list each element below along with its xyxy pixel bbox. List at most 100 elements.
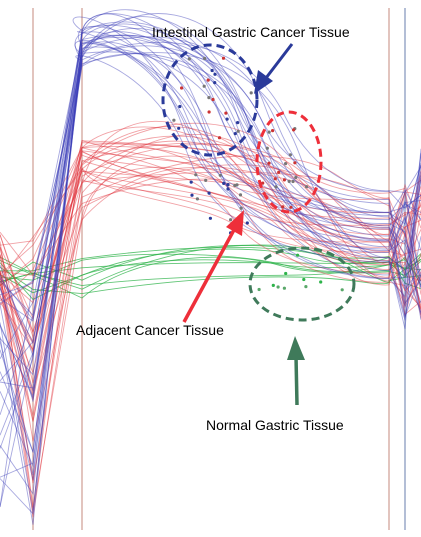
normal-series-line: [0, 256, 421, 282]
adjacent-series-line: [0, 160, 421, 375]
normal-data-point: [319, 280, 323, 284]
adjacent-arrow: [182, 210, 244, 323]
intestinal-series-line: [0, 13, 421, 360]
intestinal-series-line: [0, 41, 421, 508]
intestinal-data-point: [225, 117, 229, 121]
normal-series-line: [0, 246, 421, 283]
adjacent-series-line: [0, 168, 421, 334]
adjacent-data-point: [287, 179, 291, 183]
intestinal-data-point: [221, 56, 226, 60]
data-point: [189, 180, 193, 184]
normal-highlight-ellipse: [248, 246, 356, 322]
adjacent-data-point: [288, 153, 292, 157]
adjacent-series-line: [0, 126, 421, 351]
adjacent-data-point: [261, 181, 265, 185]
intestinal-series-line: [0, 16, 421, 478]
intestinal-series-line: [0, 45, 421, 507]
normal-series-line: [0, 266, 421, 295]
adjacent-series-line: [0, 171, 421, 339]
adjacent-series-line: [0, 150, 421, 395]
intestinal-data-point: [207, 110, 211, 114]
adjacent-data-point: [277, 170, 281, 174]
data-point: [229, 218, 233, 222]
adjacent-series-line: [0, 164, 421, 345]
intestinal-series-line: [0, 24, 421, 449]
intestinal-series-line: [0, 13, 421, 416]
adjacent-series-line: [0, 120, 421, 422]
intestinal-series-line: [0, 46, 421, 481]
intestinal-data-point: [180, 86, 184, 90]
intestinal-data-point: [233, 132, 237, 136]
adjacent-series-line: [0, 167, 421, 511]
normal-arrow: [287, 336, 305, 406]
adjacent-series-line: [0, 126, 421, 416]
adjacent-data-point: [289, 205, 293, 209]
adjacent-series-line: [0, 155, 421, 518]
normal-data-point: [271, 283, 275, 287]
intestinal-series-line: [0, 42, 421, 402]
adjacent-series-line: [0, 135, 421, 282]
adjacent-series-line: [0, 170, 421, 306]
intestinal-data-point: [236, 121, 240, 125]
adjacent-series-line: [0, 142, 421, 320]
adjacent-data-point: [281, 205, 285, 209]
normal-series-line: [0, 248, 421, 294]
normal-data-point: [284, 271, 288, 276]
adjacent-series-line: [0, 134, 421, 484]
adjacent-data-point: [292, 128, 296, 132]
intestinal-series-line: [0, 41, 421, 382]
adjacent-series-line: [0, 166, 421, 442]
intestinal-series-line: [0, 34, 421, 513]
adjacent-series-line: [0, 155, 421, 393]
adjacent-data-point: [274, 185, 278, 189]
normal-series-line: [0, 259, 421, 300]
adjacent-highlight-ellipse: [255, 110, 323, 214]
adjacent-series-line: [0, 142, 421, 421]
adjacent-data-point: [284, 162, 288, 166]
intestinal-series-line: [0, 31, 421, 436]
intestinal-data-point: [172, 118, 176, 122]
data-points: [172, 56, 344, 292]
normal-series-line: [0, 256, 421, 287]
intestinal-data-point: [236, 129, 240, 133]
intestinal-data-point: [211, 97, 215, 102]
intestinal-series-line: [0, 36, 421, 453]
adjacent-data-point: [267, 161, 271, 165]
series-lines: [0, 9, 421, 525]
intestinal-series-line: [0, 53, 421, 376]
intestinal-series-line: [0, 23, 421, 322]
adjacent-series-line: [0, 154, 421, 302]
intestinal-data-point: [213, 81, 217, 85]
adjacent-series-line: [0, 140, 421, 508]
adjacent-data-point: [294, 175, 298, 180]
intestinal-series-line: [0, 40, 421, 358]
intestinal-data-point: [177, 126, 181, 130]
adjacent-data-point: [265, 146, 269, 150]
adjacent-series-line: [0, 178, 421, 295]
intestinal-series-line: [0, 51, 421, 468]
adjacent-series-line: [0, 179, 421, 481]
intestinal-data-point: [203, 56, 207, 61]
data-point: [194, 173, 198, 177]
intestinal-data-point: [217, 136, 222, 140]
normal-data-point: [302, 277, 306, 282]
normal-data-point: [296, 253, 300, 257]
normal-data-point: [304, 285, 308, 289]
data-point: [208, 216, 212, 220]
data-point: [226, 183, 230, 187]
normal-data-point: [276, 285, 280, 289]
data-point: [226, 187, 230, 191]
intestinal-series-line: [0, 35, 421, 345]
data-point: [222, 181, 226, 185]
data-point: [207, 191, 211, 195]
normal-data-point: [340, 288, 344, 292]
adjacent-data-point: [293, 161, 297, 165]
adjacent-data-point: [291, 179, 295, 184]
intestinal-series-line: [0, 28, 421, 476]
intestinal-series-line: [0, 31, 421, 400]
adjacent-series-line: [0, 146, 421, 316]
intestinal-data-point: [207, 96, 211, 100]
intestinal-series-line: [0, 25, 421, 389]
